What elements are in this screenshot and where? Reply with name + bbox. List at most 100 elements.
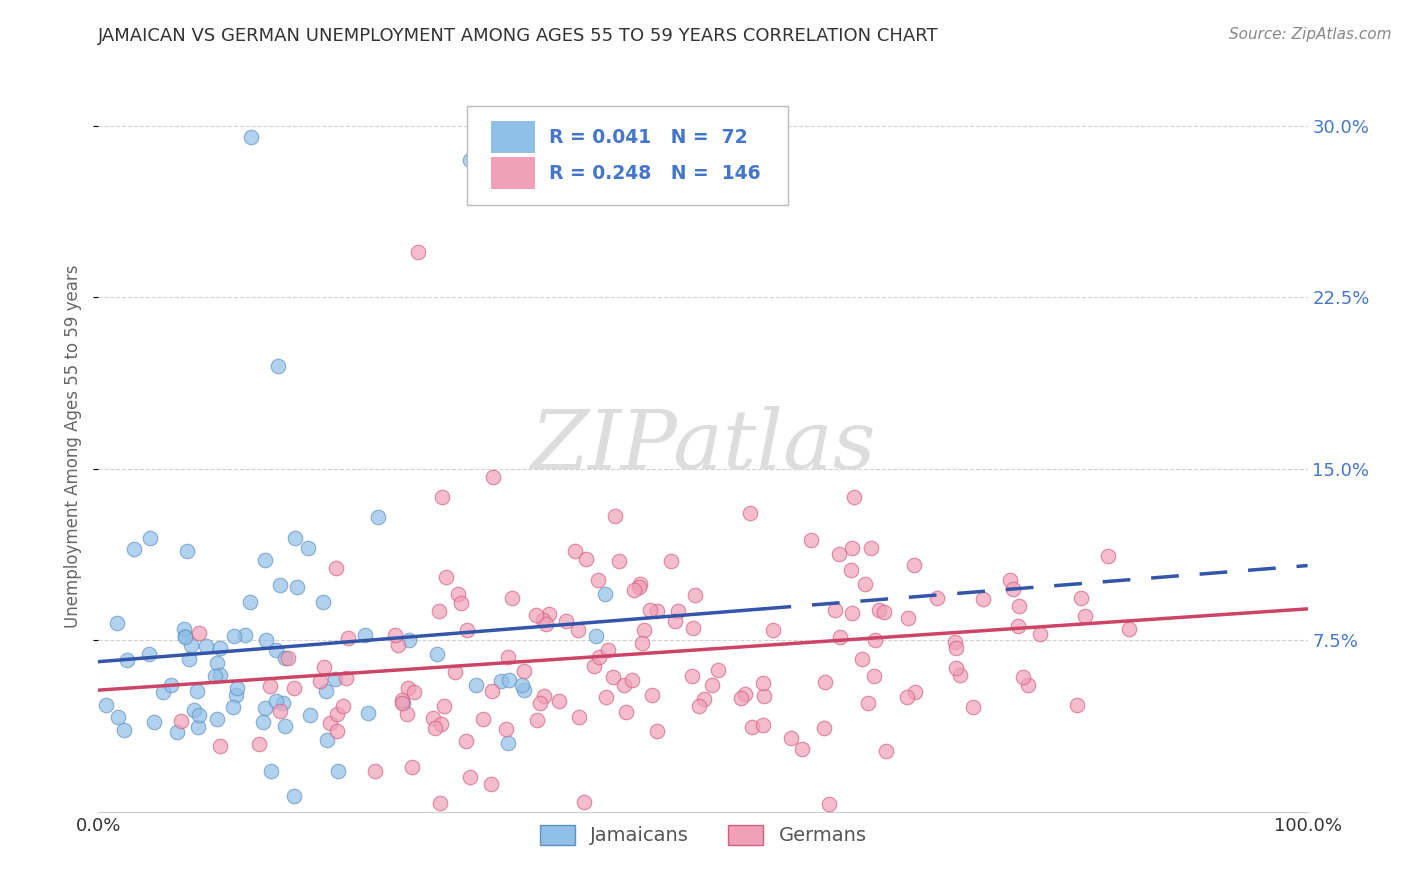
Point bbox=[430, 716, 453, 731]
Point bbox=[284, 531, 307, 545]
Point bbox=[391, 693, 413, 707]
Point bbox=[325, 706, 347, 721]
Point bbox=[495, 722, 517, 736]
Point bbox=[460, 770, 482, 784]
Point bbox=[392, 696, 415, 710]
Point bbox=[269, 577, 291, 591]
Point bbox=[681, 669, 703, 683]
Point bbox=[174, 629, 197, 643]
Point bbox=[602, 670, 624, 684]
Point bbox=[1097, 549, 1119, 563]
Point bbox=[524, 608, 547, 623]
Point bbox=[444, 665, 467, 679]
Point bbox=[271, 696, 294, 710]
Point bbox=[429, 796, 451, 810]
Point bbox=[285, 580, 308, 594]
Point bbox=[464, 678, 486, 692]
Text: Source: ZipAtlas.com: Source: ZipAtlas.com bbox=[1229, 27, 1392, 42]
Point bbox=[529, 696, 551, 710]
Point bbox=[1070, 591, 1092, 606]
Point bbox=[208, 739, 231, 753]
Point bbox=[856, 696, 879, 710]
Point bbox=[1029, 627, 1052, 641]
Point bbox=[166, 725, 188, 739]
Point bbox=[903, 558, 925, 572]
Point bbox=[780, 731, 803, 745]
Point bbox=[187, 720, 209, 734]
Point bbox=[513, 683, 536, 698]
Point bbox=[297, 541, 319, 555]
Point bbox=[274, 651, 297, 665]
Point bbox=[208, 668, 231, 682]
Point bbox=[738, 506, 761, 520]
Point bbox=[533, 689, 555, 703]
Point bbox=[315, 684, 337, 698]
Point bbox=[283, 789, 305, 803]
Point bbox=[170, 714, 193, 728]
Point bbox=[1008, 599, 1031, 613]
Point bbox=[631, 636, 654, 650]
Point bbox=[817, 797, 839, 811]
Point bbox=[277, 650, 299, 665]
Point bbox=[173, 630, 195, 644]
Point bbox=[186, 684, 208, 698]
Point bbox=[841, 541, 863, 555]
Point bbox=[122, 542, 145, 557]
Point bbox=[395, 707, 418, 722]
Point bbox=[112, 723, 135, 737]
Point bbox=[762, 623, 785, 637]
Point bbox=[353, 628, 375, 642]
Point bbox=[247, 737, 270, 751]
Point bbox=[842, 490, 865, 504]
Point bbox=[1118, 622, 1140, 636]
Point bbox=[692, 691, 714, 706]
Point bbox=[873, 605, 896, 619]
Point bbox=[1073, 608, 1095, 623]
Point bbox=[398, 632, 420, 647]
Point bbox=[221, 700, 243, 714]
Point bbox=[537, 607, 560, 622]
Point bbox=[429, 604, 451, 618]
Point bbox=[685, 589, 707, 603]
Point bbox=[160, 678, 183, 692]
Point bbox=[813, 721, 835, 735]
FancyBboxPatch shape bbox=[492, 157, 534, 189]
Point bbox=[814, 674, 837, 689]
Point bbox=[239, 595, 262, 609]
Point bbox=[659, 554, 682, 568]
Point bbox=[972, 591, 994, 606]
Point bbox=[510, 678, 533, 692]
Point bbox=[925, 591, 948, 606]
Point bbox=[564, 544, 586, 558]
Point bbox=[548, 694, 571, 708]
Point bbox=[384, 628, 406, 642]
Point bbox=[363, 764, 385, 779]
Point bbox=[496, 736, 519, 750]
Point bbox=[863, 633, 886, 648]
Point bbox=[423, 721, 446, 735]
Point bbox=[554, 614, 576, 628]
Point bbox=[751, 718, 773, 732]
Point bbox=[688, 698, 710, 713]
Point bbox=[391, 696, 413, 710]
Point bbox=[531, 613, 554, 627]
Point bbox=[471, 712, 494, 726]
Point bbox=[868, 603, 890, 617]
Text: R = 0.248   N =  146: R = 0.248 N = 146 bbox=[550, 163, 761, 183]
Point bbox=[253, 700, 276, 714]
Text: ZIPatlas: ZIPatlas bbox=[530, 406, 876, 486]
Point bbox=[945, 661, 967, 675]
Point bbox=[332, 698, 354, 713]
Point bbox=[896, 690, 918, 705]
Point bbox=[633, 623, 655, 637]
Point bbox=[830, 630, 852, 644]
Point bbox=[513, 664, 536, 678]
Point bbox=[204, 669, 226, 683]
Text: JAMAICAN VS GERMAN UNEMPLOYMENT AMONG AGES 55 TO 59 YEARS CORRELATION CHART: JAMAICAN VS GERMAN UNEMPLOYMENT AMONG AG… bbox=[98, 27, 939, 45]
Point bbox=[875, 744, 897, 758]
Point bbox=[628, 577, 651, 591]
Point bbox=[641, 688, 664, 702]
Point bbox=[205, 712, 228, 726]
Point bbox=[252, 715, 274, 730]
Point bbox=[752, 689, 775, 703]
